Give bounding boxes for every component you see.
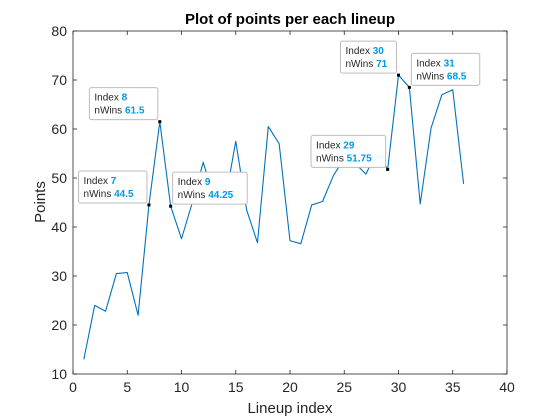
datatip-marker <box>397 73 400 77</box>
datatip-value-number: 68.5 <box>447 71 467 82</box>
datatip-index-label: Index <box>316 140 343 151</box>
datatip-box <box>88 87 159 121</box>
y-axis-label: Points <box>32 181 49 223</box>
x-axis-label: Lineup index <box>247 400 333 417</box>
datatip-index-29: Index 29 nWins 51.75 <box>310 134 390 171</box>
datatip-index-value: 31 <box>444 58 456 69</box>
x-tick-label: 0 <box>69 379 77 395</box>
y-tick-label: 70 <box>51 72 67 88</box>
datatip-box <box>78 170 148 204</box>
y-tick-label: 30 <box>51 268 67 284</box>
datatip-index-30: Index 30 nWins 71 <box>340 40 400 77</box>
datatip-index-text: Index 29 <box>316 140 355 151</box>
chart-title: Plot of points per each lineup <box>185 11 395 28</box>
datatip-value-text: nWins 44.5 <box>84 189 134 200</box>
datatip-index-text: Index 30 <box>346 46 385 57</box>
y-tick-label: 40 <box>51 219 67 235</box>
datatip-box <box>310 134 387 168</box>
x-tick-label: 10 <box>174 379 190 395</box>
datatip-value-number: 71 <box>376 59 388 70</box>
datatip-marker <box>169 204 173 208</box>
datatip-index-value: 7 <box>111 176 117 187</box>
x-tick-label: 15 <box>228 379 244 395</box>
datatip-value-number: 44.5 <box>114 189 134 200</box>
y-tick-label: 20 <box>51 317 67 333</box>
datatip-index-label: Index <box>178 177 205 188</box>
datatip-marker <box>407 85 411 89</box>
datatip-marker <box>147 203 151 207</box>
datatip-value-label: nWins <box>94 106 125 117</box>
y-tick-label: 50 <box>51 170 67 186</box>
datatip-index-7: Index 7 nWins 44.5 <box>78 170 151 207</box>
datatip-value-label: nWins <box>316 153 347 164</box>
datatip-value-text: nWins 51.75 <box>316 153 372 164</box>
datatip-index-value: 8 <box>122 93 128 104</box>
datatip-index-label: Index <box>84 176 111 187</box>
y-tick-label: 80 <box>51 23 67 39</box>
datatip-value-text: nWins 71 <box>346 59 388 70</box>
datatip-index-9: Index 9 nWins 44.25 <box>169 171 248 208</box>
datatip-index-text: Index 7 <box>84 176 117 187</box>
datatip-index-label: Index <box>346 46 373 57</box>
x-tick-label: 35 <box>445 379 461 395</box>
datatip-index-label: Index <box>94 93 121 104</box>
x-tick-label: 5 <box>123 379 131 395</box>
datatip-value-text: nWins 68.5 <box>416 71 466 82</box>
datatip-value-number: 61.5 <box>125 106 145 117</box>
datatip-index-text: Index 8 <box>94 93 127 104</box>
series-line-0 <box>83 74 465 360</box>
x-tick-label: 20 <box>282 379 298 395</box>
datatip-index-value: 30 <box>373 46 385 57</box>
datatip-index-value: 9 <box>205 177 211 188</box>
datatip-box <box>340 40 397 74</box>
datatip-value-label: nWins <box>346 59 377 70</box>
datatip-value-label: nWins <box>416 71 447 82</box>
datatip-value-text: nWins 44.25 <box>178 190 234 201</box>
datatip-index-label: Index <box>416 58 443 69</box>
x-tick-label: 40 <box>499 379 515 395</box>
y-tick-label: 60 <box>51 121 67 137</box>
datatip-index-text: Index 9 <box>178 177 211 188</box>
datatip-value-number: 51.75 <box>347 153 372 164</box>
datatip-value-text: nWins 61.5 <box>94 106 144 117</box>
datatip-index-value: 29 <box>343 140 355 151</box>
datatip-value-label: nWins <box>178 190 209 201</box>
x-tick-label: 30 <box>391 379 407 395</box>
datatip-box <box>172 171 248 205</box>
datatip-value-label: nWins <box>84 189 115 200</box>
x-tick-label: 25 <box>336 379 352 395</box>
datatip-marker <box>158 120 162 124</box>
datatip-marker <box>386 167 390 171</box>
datatip-index-8: Index 8 nWins 61.5 <box>88 87 162 124</box>
series-layer <box>83 74 465 360</box>
axes-layer: 0 5 10 15 20 25 30 35 40 10 20 30 40 50 60 70 80 <box>51 23 515 395</box>
datatip-value-number: 44.25 <box>208 190 233 201</box>
datatip-index-31: Index 31 nWins 68.5 <box>407 52 481 89</box>
datatip-index-text: Index 31 <box>416 58 455 69</box>
y-tick-label: 10 <box>51 366 67 382</box>
datatip-box <box>410 52 481 86</box>
